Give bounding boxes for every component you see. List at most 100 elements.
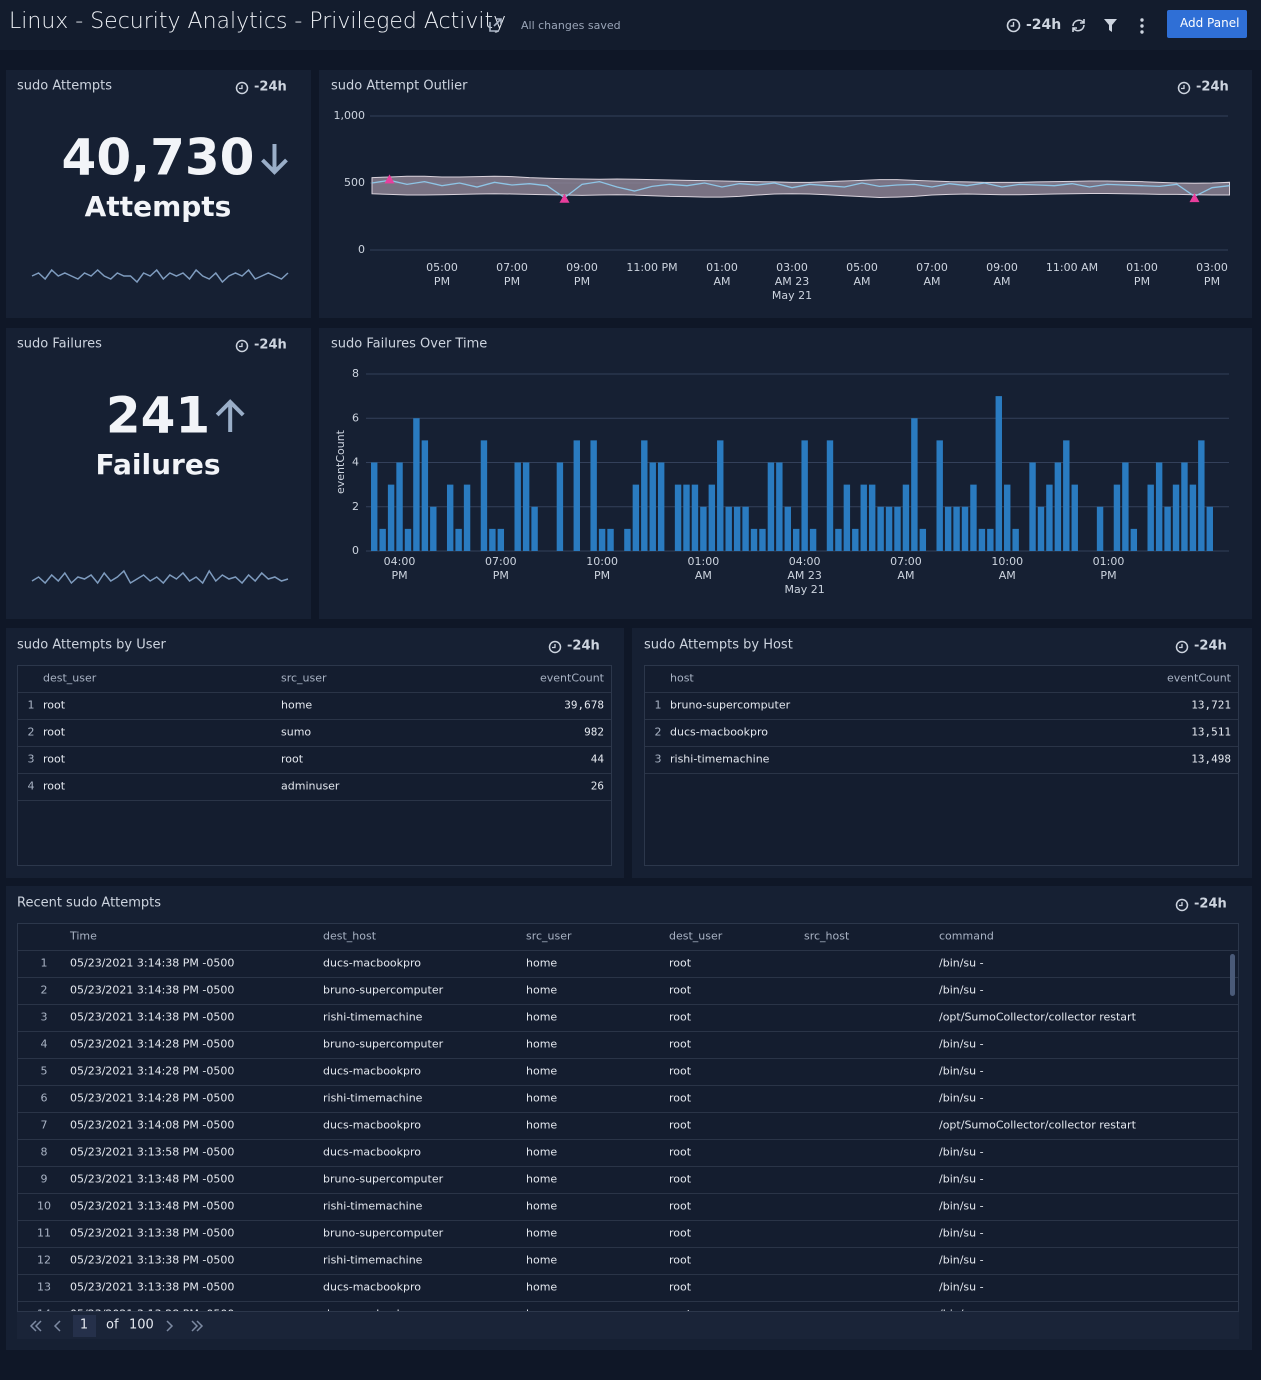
table-cell[interactable]: root [669, 1226, 692, 1240]
table-cell[interactable]: rishi-timemachine [323, 1199, 423, 1213]
table-cell[interactable]: 39,678 [564, 698, 604, 712]
table-cell[interactable]: 05/23/2021 3:14:28 PM -0500 [70, 1037, 235, 1051]
table-cell[interactable]: 05/23/2021 3:13:38 PM -0500 [70, 1280, 235, 1294]
table-cell[interactable]: home [526, 1145, 558, 1159]
table-cell[interactable]: root [43, 725, 66, 739]
table-cell[interactable]: /bin/su - [939, 1172, 984, 1186]
table-cell[interactable]: home [526, 1091, 558, 1105]
table-cell[interactable]: 05/23/2021 3:13:38 PM -0500 [70, 1226, 235, 1240]
table-cell[interactable]: 05/23/2021 3:14:38 PM -0500 [70, 956, 235, 970]
table-cell[interactable]: home [526, 1308, 557, 1311]
table-cell[interactable]: 13,511 [1191, 725, 1231, 739]
table-cell[interactable]: /bin/su - [939, 1280, 984, 1294]
more-button[interactable] [1139, 17, 1145, 34]
x-tick-label: 07:00 AM [916, 261, 948, 288]
table-cell[interactable]: /bin/su - [939, 1308, 984, 1311]
table-cell[interactable]: root [669, 1199, 692, 1213]
table-cell[interactable]: root [669, 1037, 692, 1051]
table-cell[interactable]: root [669, 1145, 692, 1159]
table-cell[interactable]: root [669, 1064, 692, 1078]
table-cell[interactable]: ducs-macbookpro [323, 1308, 421, 1311]
table-cell[interactable]: home [526, 1037, 558, 1051]
table-cell[interactable]: ducs-macbookpro [323, 1280, 422, 1294]
table-cell[interactable]: ducs-macbookpro [323, 1118, 422, 1132]
table-cell[interactable]: adminuser [281, 779, 340, 793]
table-cell[interactable]: root [669, 1091, 692, 1105]
table-cell[interactable]: home [526, 1199, 558, 1213]
table-cell[interactable]: home [281, 698, 313, 712]
table-cell[interactable]: root [43, 698, 66, 712]
table-cell[interactable]: 44 [590, 752, 604, 766]
table-cell[interactable]: 05/23/2021 3:14:38 PM -0500 [70, 983, 235, 997]
table-cell[interactable]: home [526, 1172, 558, 1186]
table-cell[interactable]: 05/23/2021 3:13:58 PM -0500 [70, 1145, 235, 1159]
table-cell[interactable]: /bin/su - [939, 1064, 984, 1078]
table-cell[interactable]: root [669, 1172, 692, 1186]
table-cell[interactable]: ducs-macbookpro [670, 725, 769, 739]
add-panel-label[interactable]: Add Panel [1180, 16, 1240, 30]
table-cell[interactable]: 05/23/2021 3:14:38 PM -0500 [70, 1010, 235, 1024]
table-cell[interactable]: root [669, 956, 692, 970]
table-cell[interactable]: 982 [584, 725, 604, 739]
table-cell[interactable]: ducs-macbookpro [323, 956, 422, 970]
table-cell[interactable]: home [526, 1226, 558, 1240]
table-cell[interactable]: 05/23/2021 3:13:48 PM -0500 [70, 1172, 235, 1186]
table-cell[interactable]: home [526, 1253, 558, 1267]
add-panel-button[interactable] [1167, 10, 1247, 38]
share-icon[interactable] [487, 17, 503, 33]
table-cell[interactable]: /bin/su - [939, 1199, 984, 1213]
table-cell[interactable]: 05/23/2021 3:14:08 PM -0500 [70, 1118, 235, 1132]
table-cell[interactable]: bruno-supercomputer [670, 698, 791, 712]
table-cell[interactable]: 05/23/2021 3:13:48 PM -0500 [70, 1199, 235, 1213]
x-tick-label: 07:00 AM [890, 555, 922, 582]
table-cell[interactable]: 13,498 [1191, 752, 1231, 766]
table-cell[interactable]: rishi-timemachine [670, 752, 770, 766]
table-cell[interactable]: rishi-timemachine [323, 1010, 423, 1024]
filter-button[interactable] [1103, 18, 1118, 33]
table-cell[interactable]: bruno-supercomputer [323, 1226, 444, 1240]
table-cell[interactable]: ducs-macbookpro [323, 1064, 422, 1078]
table-cell[interactable]: /bin/su - [939, 956, 984, 970]
time-range[interactable]: -24h [1026, 17, 1062, 33]
table-cell[interactable]: 05/23/2021 3:13:28 PM -0500 [70, 1308, 234, 1311]
scrollbar[interactable] [1230, 954, 1235, 996]
table-cell[interactable]: 05/23/2021 3:14:28 PM -0500 [70, 1064, 235, 1078]
table-cell[interactable]: 26 [590, 779, 604, 793]
table-cell[interactable]: root [281, 752, 304, 766]
table-cell[interactable]: rishi-timemachine [323, 1253, 423, 1267]
table-cell[interactable]: home [526, 1010, 558, 1024]
table-cell[interactable]: home [526, 1280, 558, 1294]
table-cell[interactable]: sumo [281, 725, 312, 739]
refresh-button[interactable] [1070, 17, 1087, 34]
table-cell[interactable]: 13,721 [1191, 698, 1231, 712]
table-cell[interactable]: root [669, 1253, 692, 1267]
table-cell[interactable]: root [43, 779, 66, 793]
table-cell[interactable]: rishi-timemachine [323, 1091, 423, 1105]
page-input[interactable] [73, 1315, 96, 1337]
table-cell[interactable]: /bin/su - [939, 1145, 984, 1159]
table-cell[interactable]: 05/23/2021 3:14:28 PM -0500 [70, 1091, 235, 1105]
table-cell[interactable]: bruno-supercomputer [323, 1037, 444, 1051]
table-cell[interactable]: home [526, 983, 558, 997]
table-cell[interactable]: bruno-supercomputer [323, 983, 444, 997]
table-cell[interactable]: /opt/SumoCollector/collector restart [939, 1010, 1136, 1024]
table-cell[interactable]: root [43, 752, 66, 766]
row-divider [18, 1058, 1238, 1059]
table-cell[interactable]: root [669, 1010, 692, 1024]
table-cell[interactable]: root [669, 983, 692, 997]
table-cell[interactable]: /bin/su - [939, 1253, 984, 1267]
table-cell[interactable]: /bin/su - [939, 1226, 984, 1240]
table-cell[interactable]: /bin/su - [939, 983, 984, 997]
table-cell[interactable]: 05/23/2021 3:13:38 PM -0500 [70, 1253, 235, 1267]
table-cell[interactable]: /opt/SumoCollector/collector restart [939, 1118, 1136, 1132]
table-cell[interactable]: bruno-supercomputer [323, 1172, 444, 1186]
table-cell[interactable]: root [669, 1280, 692, 1294]
table-cell[interactable]: root [669, 1118, 692, 1132]
table-cell[interactable]: /bin/su - [939, 1037, 984, 1051]
table-cell[interactable]: /bin/su - [939, 1091, 984, 1105]
table-cell[interactable]: home [526, 956, 558, 970]
table-cell[interactable]: home [526, 1064, 558, 1078]
table-cell[interactable]: ducs-macbookpro [323, 1145, 422, 1159]
table-cell[interactable]: root [669, 1308, 691, 1311]
table-cell[interactable]: home [526, 1118, 558, 1132]
